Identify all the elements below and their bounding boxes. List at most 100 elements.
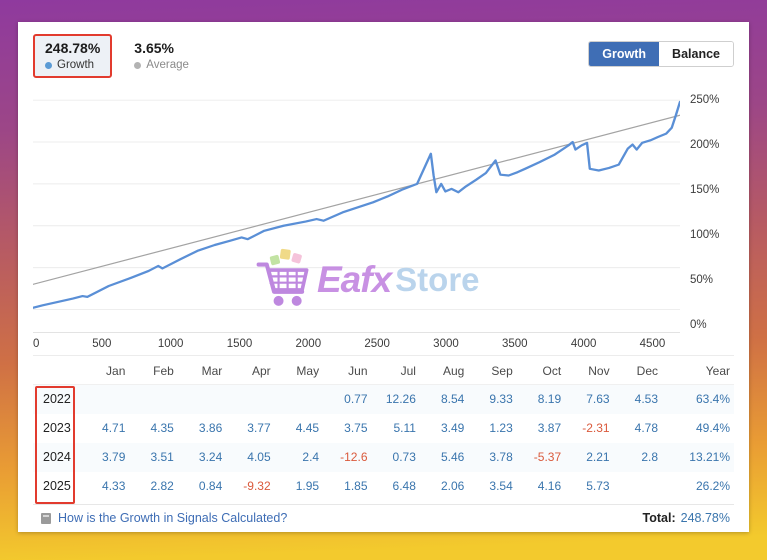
card-footer: How is the Growth in Signals Calculated?…: [33, 503, 734, 532]
average-legend-dot: [134, 61, 142, 69]
month-value-cell: 1.95: [295, 479, 320, 494]
balance-tab-button[interactable]: Balance: [659, 42, 733, 66]
month-header-cell: Apr: [251, 363, 271, 378]
x-axis-label: 1500: [226, 338, 253, 351]
month-value-cell: 2.82: [150, 479, 174, 494]
month-value-cell: 4.05: [247, 450, 271, 465]
month-header-cell: Dec: [636, 363, 658, 378]
monthly-returns-table: Jan Feb Mar Apr May Jun Jul Aug Sep Oct Nov Dec Year…: [33, 358, 734, 504]
x-axis-label: 3000: [433, 338, 459, 351]
table-row: 2025 4.33 2.82 0.84 -9.32 1.95 1.85 6.48 2.06 3.5…: [33, 472, 734, 501]
month-header-cell: Jul: [400, 363, 416, 378]
growth-line: [33, 100, 680, 309]
y-axis-label: 50%: [690, 273, 714, 286]
month-value-cell: 3.86: [198, 421, 223, 436]
month-header-cell: Jun: [348, 363, 368, 378]
month-header-cell: Jan: [106, 363, 126, 378]
table-row: 2024 3.79 3.51 3.24 4.05 2.4 -12.6 0.73 5.46 3.78…: [33, 442, 734, 472]
x-axis-label: 500: [92, 338, 112, 351]
month-value-cell: 4.45: [295, 421, 320, 436]
average-stat[interactable]: 3.65% Average: [122, 34, 201, 78]
year-cell: 2023: [43, 421, 71, 436]
month-header-cell: May: [296, 363, 320, 378]
table-row: 2023 4.71 4.35 3.86 3.77 4.45 3.75 5.11 3.49 1.23…: [33, 414, 734, 443]
year-total-cell: 63.4%: [695, 392, 730, 407]
month-value-cell: 1.85: [344, 479, 368, 494]
month-value-cell: 3.51: [150, 450, 174, 465]
month-value-cell: 4.16: [537, 479, 562, 494]
month-header-cell: Aug: [442, 363, 465, 378]
month-value-cell: 0.77: [344, 392, 368, 407]
month-value-cell: 3.54: [489, 479, 513, 494]
growth-stat[interactable]: 248.78% Growth: [33, 34, 113, 78]
year-header-cell: Year: [705, 363, 730, 378]
month-value-cell: 3.79: [102, 450, 126, 465]
month-value-cell: 3.78: [489, 450, 513, 465]
x-axis-label: 0: [33, 338, 40, 351]
month-value-cell: 3.75: [344, 421, 368, 436]
month-value-cell: 2.8: [641, 450, 658, 465]
growth-stat-value: 248.78%: [45, 40, 101, 56]
help-link[interactable]: How is the Growth in Signals Calculated?: [58, 511, 288, 526]
x-axis-label: 2500: [364, 338, 390, 351]
total-value: 248.78%: [680, 511, 730, 526]
month-value-cell: 4.78: [634, 421, 658, 436]
month-value-cell: 5.73: [586, 479, 610, 494]
growth-line-chart: [33, 99, 680, 310]
y-axis-label: 0%: [690, 318, 707, 331]
month-value-cell: 4.71: [102, 421, 126, 436]
month-value-cell: 3.49: [440, 421, 465, 436]
growth-legend-dot: [45, 61, 52, 69]
month-value-cell: 0.73: [392, 450, 416, 465]
y-axis-label: 250%: [690, 93, 720, 106]
help-icon: [41, 512, 51, 524]
x-axis-label: 4500: [639, 338, 666, 351]
growth-tab-button[interactable]: Growth: [589, 42, 660, 66]
signal-growth-card: 248.78% Growth 3.65% Average Growth Bala…: [18, 22, 749, 532]
x-axis-label: 3500: [502, 338, 528, 351]
month-value-cell: 1.23: [489, 421, 513, 436]
year-total-cell: 49.4%: [695, 421, 730, 436]
month-value-cell: 8.19: [537, 392, 562, 407]
table-row: 2022 0.77 12.26 8.54 9.33 8.19 7.63 4.53 63.4%: [33, 384, 734, 414]
month-value-cell: 4.35: [150, 421, 174, 436]
total-label: Total:: [642, 511, 676, 526]
y-axis: 0% 50% 100% 150% 200% 250%: [680, 89, 734, 334]
month-header-cell: Nov: [588, 363, 610, 378]
month-header-cell: Feb: [153, 363, 174, 378]
month-value-cell: 2.4: [302, 450, 320, 465]
growth-chart: Eafx Store 0% 50% 100% 150% 200% 250%: [33, 89, 734, 334]
month-value-cell: 4.53: [634, 392, 658, 407]
month-value-cell: -5.37: [533, 450, 562, 465]
average-stat-label: Average: [146, 59, 189, 71]
stats-header: 248.78% Growth 3.65% Average Growth Bala…: [33, 34, 734, 81]
month-header-cell: Mar: [201, 363, 223, 378]
month-value-cell: 3.77: [247, 421, 271, 436]
year-cell: 2022: [43, 392, 71, 407]
chart-mode-toggle: Growth Balance: [588, 41, 734, 67]
month-value-cell: 12.26: [385, 392, 416, 407]
y-axis-label: 150%: [690, 183, 720, 196]
year-cell: 2025: [43, 479, 71, 494]
month-value-cell: -12.6: [340, 450, 368, 465]
year-cell: 2024: [43, 450, 71, 465]
month-value-cell: 4.33: [102, 479, 126, 494]
trend-line: [33, 114, 680, 285]
month-value-cell: 6.48: [392, 479, 416, 494]
chart-plot-area: Eafx Store: [33, 89, 680, 334]
year-total-cell: 26.2%: [695, 479, 730, 494]
month-header-cell: Oct: [542, 363, 562, 378]
month-header-cell: Sep: [491, 363, 513, 378]
month-value-cell: 2.06: [440, 479, 465, 494]
month-value-cell: 7.63: [586, 392, 610, 407]
month-value-cell: 9.33: [489, 392, 513, 407]
y-axis-label: 100%: [690, 228, 720, 241]
month-value-cell: 5.46: [440, 450, 465, 465]
growth-stat-label: Growth: [57, 59, 95, 71]
average-stat-value: 3.65%: [134, 40, 174, 56]
month-value-cell: 5.11: [393, 421, 416, 436]
month-value-cell: 8.54: [440, 392, 465, 407]
month-value-cell: -9.32: [243, 479, 271, 494]
month-value-cell: 0.84: [198, 479, 223, 494]
x-axis: 0 500 1000 1500 2000 2500 3000 3500 4000 4500: [33, 333, 734, 356]
